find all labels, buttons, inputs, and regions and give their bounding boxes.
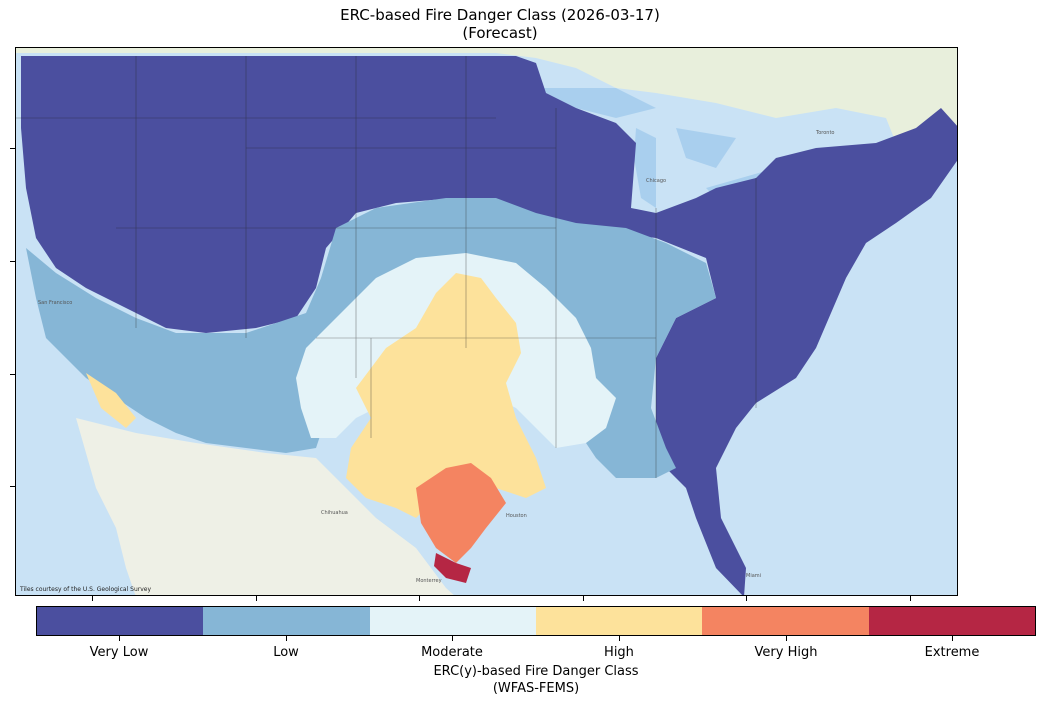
colorbar-tick bbox=[619, 636, 620, 641]
colorbar-label-very-low: Very Low bbox=[89, 645, 149, 660]
axis-tick-y bbox=[10, 374, 15, 375]
map-panel[interactable]: San Francisco Chicago Toronto Chihuahua … bbox=[15, 47, 958, 596]
place-label-chicago: Chicago bbox=[646, 178, 667, 184]
mexico-land bbox=[76, 418, 454, 595]
state-borders bbox=[16, 56, 757, 478]
axis-tick-x bbox=[256, 596, 257, 601]
colorbar-segment-very-high bbox=[702, 607, 869, 635]
axis-tick-y bbox=[10, 261, 15, 262]
axis-tick-x bbox=[910, 596, 911, 601]
map-attribution: Tiles courtesy of the U.S. Geological Su… bbox=[20, 586, 152, 593]
map-title-line1: ERC-based Fire Danger Class (2026-03-17) bbox=[340, 6, 660, 24]
place-label-houston: Houston bbox=[506, 513, 527, 519]
colorbar-segment-extreme bbox=[868, 607, 1035, 635]
axis-tick-y bbox=[10, 486, 15, 487]
colorbar-segment-low bbox=[203, 607, 370, 635]
zone-extreme bbox=[434, 553, 471, 583]
axis-tick-x bbox=[583, 596, 584, 601]
map-title: ERC-based Fire Danger Class (2026-03-17)… bbox=[0, 6, 1000, 42]
place-label-chihuahua: Chihuahua bbox=[321, 510, 348, 516]
zone-very-high bbox=[416, 463, 506, 563]
axis-tick-x bbox=[92, 596, 93, 601]
zone-high-california bbox=[86, 373, 136, 428]
colorbar-label-low: Low bbox=[273, 645, 299, 660]
zone-very-low-main bbox=[21, 56, 957, 595]
colorbar-label-extreme: Extreme bbox=[924, 645, 980, 660]
colorbar-title: ERC(y)-based Fire Danger Class (WFAS-FEM… bbox=[36, 663, 1036, 697]
axis-tick-y bbox=[10, 148, 15, 149]
colorbar-label-high: High bbox=[604, 645, 634, 660]
colorbar-label-moderate: Moderate bbox=[421, 645, 483, 660]
lake-superior bbox=[536, 88, 656, 118]
colorbar-title-line1: ERC(y)-based Fire Danger Class bbox=[433, 664, 639, 679]
colorbar-tick bbox=[452, 636, 453, 641]
lake-huron bbox=[676, 128, 736, 168]
lake-michigan bbox=[634, 128, 656, 208]
place-label-monterrey: Monterrey bbox=[416, 578, 442, 584]
place-label-toronto: Toronto bbox=[816, 130, 835, 136]
colorbar bbox=[36, 606, 1036, 636]
colorbar-tick bbox=[786, 636, 787, 641]
colorbar-label-very-high: Very High bbox=[754, 645, 818, 660]
colorbar-tick bbox=[952, 636, 953, 641]
axis-tick-x bbox=[419, 596, 420, 601]
colorbar-segment-moderate bbox=[369, 607, 536, 635]
colorbar-tick bbox=[286, 636, 287, 641]
map-title-line2: (Forecast) bbox=[462, 24, 538, 42]
colorbar-title-line2: (WFAS-FEMS) bbox=[492, 681, 580, 696]
axis-tick-x bbox=[746, 596, 747, 601]
place-label-sanfrancisco: San Francisco bbox=[38, 300, 73, 306]
fire-danger-map bbox=[16, 48, 957, 595]
canada-land bbox=[16, 48, 957, 143]
place-label-miami: Miami bbox=[746, 573, 762, 579]
colorbar-segment-very-low bbox=[37, 607, 204, 635]
colorbar-segment-high bbox=[535, 607, 703, 635]
colorbar-tick bbox=[119, 636, 120, 641]
zone-high bbox=[346, 273, 546, 518]
